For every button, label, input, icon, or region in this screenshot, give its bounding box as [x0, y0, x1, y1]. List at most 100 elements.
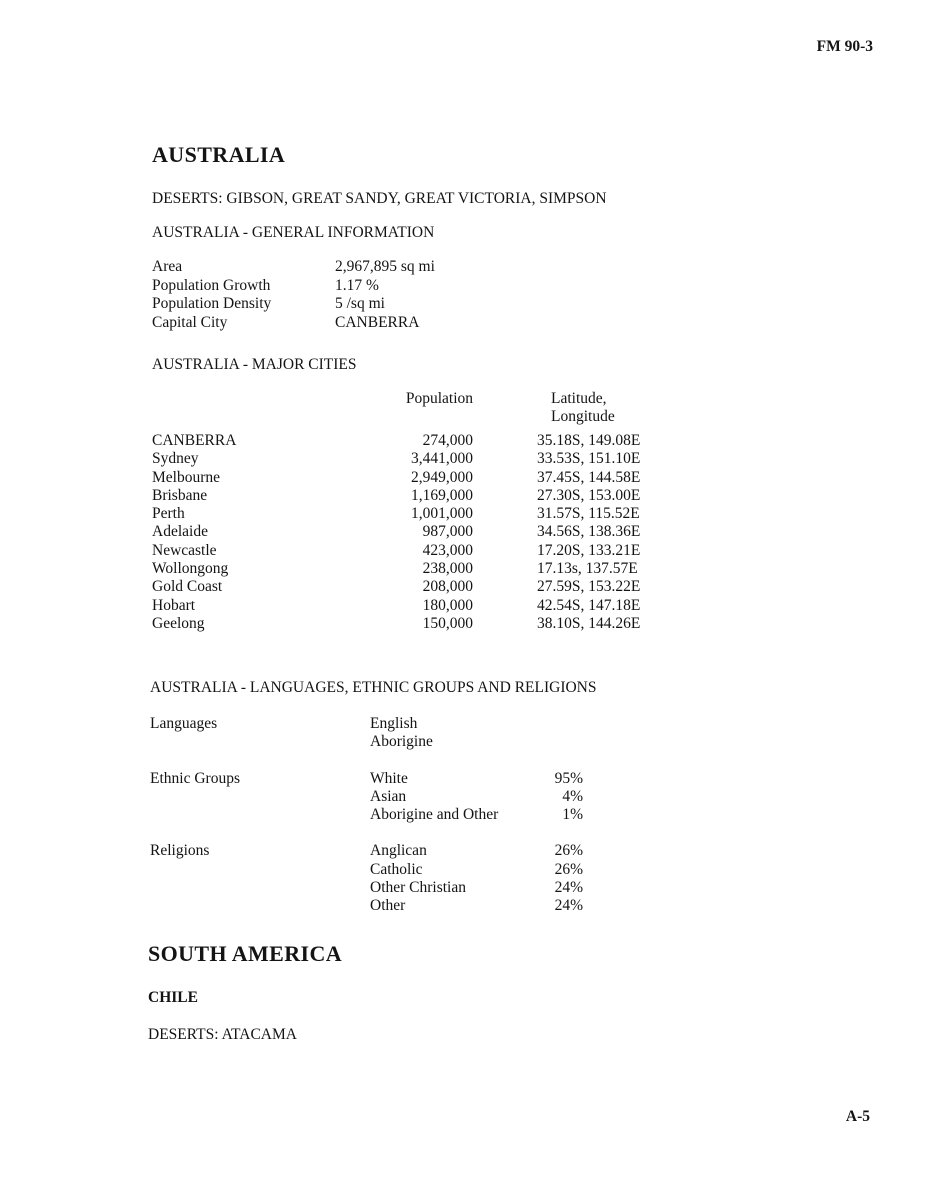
general-info-row: Capital City CANBERRA — [152, 314, 435, 333]
section-heading-australia: AUSTRALIA — [152, 142, 286, 167]
city-name: Adelaide — [152, 523, 208, 541]
item-name: English — [370, 715, 418, 732]
city-name: Hobart — [152, 596, 196, 614]
item-percent: 24% — [554, 897, 583, 915]
city-name: Newcastle — [152, 541, 217, 559]
list-item: English — [370, 715, 583, 733]
list-item: Other 24% — [370, 897, 583, 915]
major-cities-title: AUSTRALIA - MAJOR CITIES — [152, 356, 357, 373]
column-header-longitude: Longitude — [551, 408, 615, 426]
city-name: Melbourne — [152, 468, 221, 486]
item-percent: 24% — [554, 879, 583, 897]
city-latlong: 33.53S, 151.10E — [537, 450, 641, 468]
religions-group: Religions Anglican 26% Catholic 26% Othe… — [150, 842, 583, 915]
table-row: Geelong 150,000 38.10S, 144.26E — [152, 615, 640, 633]
table-row: Adelaide 987,000 34.56S, 138.36E — [152, 523, 640, 541]
section-heading-south-america: SOUTH AMERICA — [148, 941, 343, 966]
country-heading-chile: CHILE — [148, 989, 198, 1006]
city-latlong: 27.30S, 153.00E — [537, 486, 641, 504]
religions-items: Anglican 26% Catholic 26% Other Christia… — [370, 842, 583, 915]
info-label: Population Growth — [152, 276, 271, 294]
doc-reference-header: FM 90-3 — [816, 38, 873, 55]
city-latlong: 31.57S, 115.52E — [537, 505, 640, 523]
column-header-latitude: Latitude, — [551, 390, 607, 407]
info-value: 2,967,895 sq mi — [335, 258, 435, 275]
city-population: 423,000 — [422, 541, 473, 559]
city-name: Geelong — [152, 614, 205, 632]
chile-deserts-line: DESERTS: ATACAMA — [148, 1026, 297, 1043]
item-name: Anglican — [370, 842, 427, 860]
city-name: CANBERRA — [152, 432, 237, 449]
info-value: 1.17 % — [335, 276, 379, 294]
item-name: Aborigine and Other — [370, 806, 499, 824]
city-name: Brisbane — [152, 486, 208, 504]
column-header-latlong: Latitude, Longitude — [551, 390, 615, 427]
city-population: 180,000 — [422, 596, 473, 614]
city-population: 3,441,000 — [411, 450, 473, 468]
city-latlong: 17.13s, 137.57E — [537, 560, 638, 578]
item-name: Other — [370, 897, 406, 915]
table-row: Melbourne 2,949,000 37.45S, 144.58E — [152, 469, 640, 487]
list-item: Aborigine — [370, 733, 583, 751]
group-label: Ethnic Groups — [150, 769, 240, 787]
item-value — [515, 715, 583, 733]
city-name: Wollongong — [152, 560, 229, 578]
city-latlong: 17.20S, 133.21E — [537, 541, 641, 559]
list-item: Catholic 26% — [370, 861, 583, 879]
item-name: Aborigine — [370, 733, 433, 751]
ethnic-groups-items: White 95% Asian 4% Aborigine and Other 1… — [370, 770, 583, 825]
item-percent: 4% — [562, 787, 583, 805]
city-population: 2,949,000 — [411, 468, 473, 486]
city-latlong: 35.18S, 149.08E — [537, 432, 641, 449]
demographics-table: Languages English Aborigine Ethnic Group… — [150, 715, 583, 934]
item-name: White — [370, 769, 408, 787]
group-label: Languages — [150, 715, 218, 732]
general-info-title: AUSTRALIA - GENERAL INFORMATION — [152, 224, 435, 241]
table-row: Wollongong 238,000 17.13s, 137.57E — [152, 560, 640, 578]
info-label: Capital City — [152, 314, 228, 332]
city-population: 274,000 — [422, 432, 473, 449]
city-population: 150,000 — [422, 614, 473, 632]
city-latlong: 34.56S, 138.36E — [537, 523, 641, 541]
table-row: Sydney 3,441,000 33.53S, 151.10E — [152, 450, 640, 468]
item-percent: 26% — [554, 860, 583, 878]
table-row: Brisbane 1,169,000 27.30S, 153.00E — [152, 487, 640, 505]
ethnic-groups-group: Ethnic Groups White 95% Asian 4% Aborigi… — [150, 770, 583, 825]
list-item: White 95% — [370, 770, 583, 788]
city-population: 238,000 — [422, 560, 473, 578]
languages-group: Languages English Aborigine — [150, 715, 583, 752]
item-name: Catholic — [370, 860, 423, 878]
page-number: A-5 — [845, 1108, 870, 1125]
city-population: 1,169,000 — [411, 486, 473, 504]
info-value: CANBERRA — [335, 314, 420, 332]
info-label: Population Density — [152, 295, 272, 313]
table-row: Newcastle 423,000 17.20S, 133.21E — [152, 542, 640, 560]
demographics-title: AUSTRALIA - LANGUAGES, ETHNIC GROUPS AND… — [150, 679, 597, 696]
city-latlong: 27.59S, 153.22E — [537, 578, 641, 596]
languages-items: English Aborigine — [370, 715, 583, 752]
table-row: Gold Coast 208,000 27.59S, 153.22E — [152, 578, 640, 596]
info-value: 5 /sq mi — [335, 295, 385, 313]
general-info-row: Population Density 5 /sq mi — [152, 295, 435, 314]
list-item: Anglican 26% — [370, 842, 583, 860]
item-name: Asian — [370, 787, 407, 805]
city-latlong: 42.54S, 147.18E — [537, 596, 641, 614]
table-row: Perth 1,001,000 31.57S, 115.52E — [152, 505, 640, 523]
item-name: Other Christian — [370, 879, 466, 897]
general-info-row: Population Growth 1.17 % — [152, 277, 435, 296]
major-cities-column-headers: Population Latitude, Longitude — [152, 390, 615, 427]
city-population: 1,001,000 — [411, 505, 473, 523]
item-value — [515, 733, 583, 751]
item-percent: 1% — [562, 806, 583, 824]
city-latlong: 38.10S, 144.26E — [537, 614, 641, 632]
list-item: Other Christian 24% — [370, 879, 583, 897]
general-info-row: Area 2,967,895 sq mi — [152, 258, 435, 277]
city-population: 987,000 — [422, 523, 473, 541]
city-population: 208,000 — [422, 578, 473, 596]
item-percent: 95% — [554, 769, 583, 787]
city-name: Sydney — [152, 450, 199, 468]
table-row: CANBERRA 274,000 35.18S, 149.08E — [152, 432, 640, 450]
list-item: Asian 4% — [370, 788, 583, 806]
city-latlong: 37.45S, 144.58E — [537, 468, 641, 486]
